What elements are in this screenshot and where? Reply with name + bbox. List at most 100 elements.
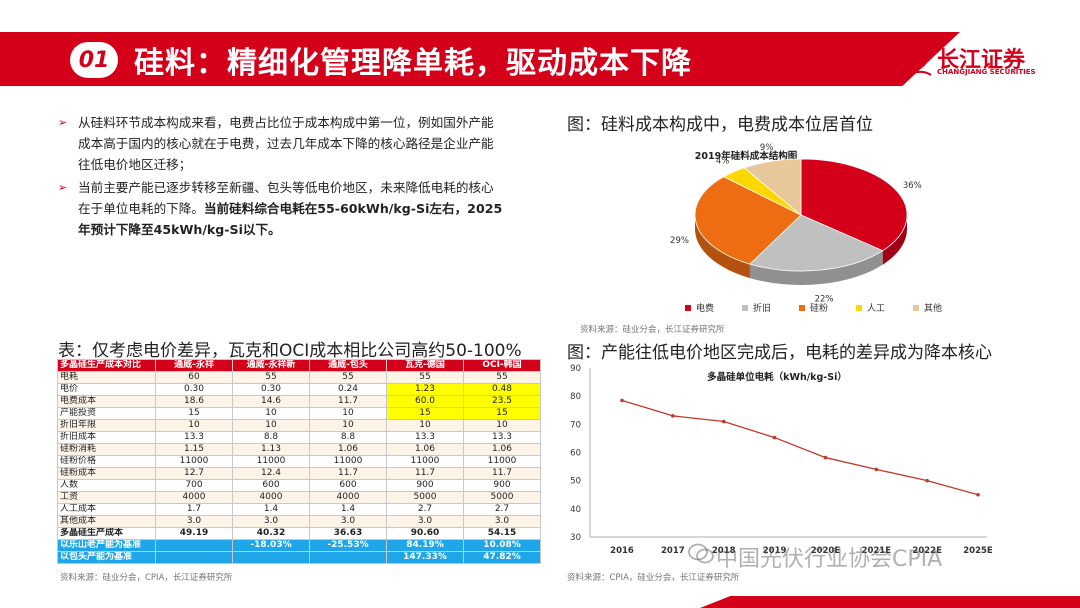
table-cell: 1.06: [309, 443, 387, 456]
table-cell: 40.32: [232, 527, 310, 540]
legend-swatch: [913, 305, 919, 311]
table-cell: 10: [232, 407, 310, 420]
legend-label: 其他: [924, 302, 942, 314]
series-point: [925, 478, 929, 483]
x-tick-label: 2018: [712, 546, 736, 556]
series-point: [671, 414, 675, 418]
table-row: 人工成本 1.7 1.4 1.4 2.7 2.7: [57, 503, 541, 516]
series-point: [772, 435, 777, 440]
table-cell: 4000: [309, 491, 387, 504]
table-header-label: 多晶硅生产成本对比: [57, 359, 156, 372]
x-tick-label: 2017: [661, 546, 685, 556]
company-logo: 长江证券 CHANGJIANG SECURITIES: [905, 42, 1045, 82]
logo-text-en: CHANGJIANG SECURITIES: [937, 68, 1036, 76]
table-cell: 15: [155, 407, 233, 420]
table-cell: 8.8: [309, 431, 387, 444]
table-cell: 11000: [155, 455, 233, 468]
table-cell: 11.7: [309, 395, 387, 408]
table-row-label: 人数: [57, 479, 156, 492]
table-row: 以包头产能为基准 147.33% 47.82%: [57, 551, 541, 564]
table-row-label: 硅粉价格: [57, 455, 156, 468]
bullet-bold-text: 当前硅料综合电耗在55-60kWh/kg-Si左右，2025年预计下降至45kW…: [78, 201, 503, 237]
y-tick-label: 50: [570, 477, 581, 487]
table-row: 硅粉成本 12.7 12.4 11.7 11.7 11.7: [57, 467, 541, 480]
table-cell: 1.7: [155, 503, 233, 516]
series-point: [823, 455, 828, 460]
table-cell: 0.48: [463, 383, 541, 396]
table-row-label: 电耗: [57, 371, 156, 384]
bullet-text: 当前主要产能已逐步转移至新疆、包头等低电价地区，未来降低电耗的核心在于单位电耗的…: [78, 180, 503, 237]
bullet-item: ➢ 从硅料环节成本构成来看，电费占比位于成本构成中第一位，例如国外产能成本高于国…: [58, 112, 503, 175]
table-row: 电价 0.30 0.30 0.24 1.23 0.48: [57, 383, 541, 396]
legend-swatch: [799, 305, 805, 311]
table-cell: 60: [155, 371, 233, 384]
bullet-list: ➢ 从硅料环节成本构成来看，电费占比位于成本构成中第一位，例如国外产能成本高于国…: [58, 112, 503, 242]
pie-data-label: 22%: [815, 295, 834, 305]
y-tick-label: 90: [570, 364, 581, 374]
table-cell: 2.7: [386, 503, 464, 516]
x-tick-label: 2025E: [963, 546, 993, 556]
x-tick-label: 2016: [610, 546, 634, 556]
table-row: 折旧成本 13.3 8.8 8.8 13.3 13.3: [57, 431, 541, 444]
table-cell: [232, 551, 310, 564]
table-cell: 1.23: [386, 383, 464, 396]
table-cell: 11000: [232, 455, 310, 468]
header-band: [0, 32, 960, 86]
table-cell: 15: [386, 407, 464, 420]
arrow-bullet-icon: ➢: [58, 181, 68, 194]
table-row-label: 多晶硅生产成本: [57, 527, 156, 540]
legend-label: 硅粉: [810, 302, 828, 314]
table-cell: [309, 551, 387, 564]
table-cell: 10: [232, 419, 310, 432]
table-cell: 14.6: [232, 395, 310, 408]
line-chart-source: 资料来源：CPIA，硅业分会，长江证券研究所: [567, 573, 740, 583]
table-row-label: 折旧成本: [57, 431, 156, 444]
table-cell: 36.63: [309, 527, 387, 540]
table-cell: 0.24: [309, 383, 387, 396]
pie-data-label: 36%: [903, 181, 922, 191]
table-row: 电耗 60 55 55 55 55: [57, 371, 541, 384]
pie-slice-其他: [743, 158, 802, 216]
table-cell: 55: [232, 371, 310, 384]
y-tick-label: 70: [570, 420, 581, 430]
table-cell: 60.0: [386, 395, 464, 408]
table-cell: 13.3: [463, 431, 541, 444]
table-cell: [155, 551, 233, 564]
table-cell: 12.7: [155, 467, 233, 480]
legend-swatch: [856, 305, 862, 311]
table-cell: 11000: [309, 455, 387, 468]
line-chart-title: 多晶硅单位电耗（kWh/kg-Si）: [707, 371, 847, 383]
table-cell: 1.15: [155, 443, 233, 456]
pie-chart-source: 资料来源：硅业分会，长江证券研究所: [580, 325, 725, 335]
x-tick-label: 2021E: [862, 546, 892, 556]
watermark: 中国光伏行业协会CPIA: [716, 547, 943, 572]
table-cell: 0.30: [155, 383, 233, 396]
table-header-cell: 通威-包头: [309, 359, 387, 372]
legend-swatch: [685, 305, 691, 311]
series-point: [721, 419, 726, 424]
pie-title: 2019年硅料成本结构图: [695, 150, 797, 162]
legend-label: 电费: [696, 302, 714, 314]
table-caption: 表：仅考虑电价差异，瓦克和OCI成本相比公司高约50-100%: [58, 341, 522, 361]
pie-data-label: 4%: [716, 156, 730, 166]
table-cell: 3.0: [232, 515, 310, 528]
series-point: [874, 467, 879, 472]
pie-data-label: 29%: [670, 236, 689, 246]
table-cell: 3.0: [386, 515, 464, 528]
table-cell: 15: [463, 407, 541, 420]
table-row-label: 电费成本: [57, 395, 156, 408]
table-cell: 84.19%: [386, 539, 464, 552]
table-cell: 0.30: [232, 383, 310, 396]
table-cell: 147.33%: [386, 551, 464, 564]
table-cell: 10.08%: [463, 539, 541, 552]
y-tick-label: 80: [570, 392, 581, 402]
table-cell: 12.4: [232, 467, 310, 480]
table-row: 工资 4000 4000 4000 5000 5000: [57, 491, 541, 504]
table-cell: 1.4: [232, 503, 310, 516]
bullet-item: ➢ 当前主要产能已逐步转移至新疆、包头等低电价地区，未来降低电耗的核心在于单位电…: [58, 177, 503, 240]
table-cell: 700: [155, 479, 233, 492]
table-cell: 11000: [463, 455, 541, 468]
table-cell: 10: [463, 419, 541, 432]
wechat-icon: [688, 543, 714, 564]
